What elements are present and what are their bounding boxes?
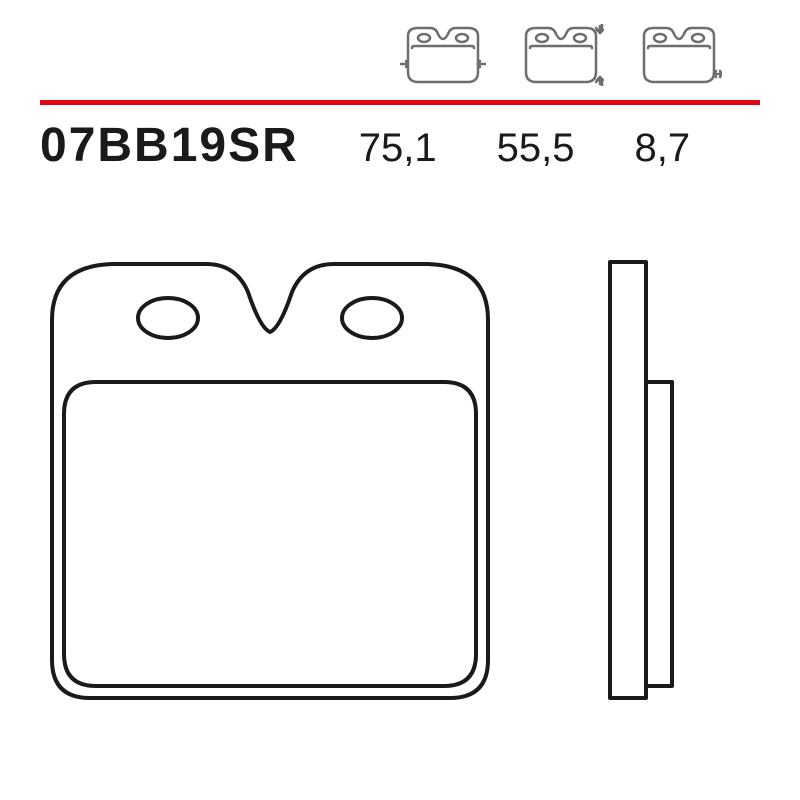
pad-thickness-icon xyxy=(636,24,722,86)
dimension-width: 75,1 xyxy=(359,126,437,171)
technical-drawings xyxy=(40,220,760,760)
divider-line xyxy=(40,100,760,105)
dimension-icons-row xyxy=(400,24,722,86)
dimension-height: 55,5 xyxy=(497,126,575,171)
diagram-canvas: 07BB19SR 75,1 55,5 8,7 xyxy=(0,0,800,800)
pad-width-icon xyxy=(400,24,486,86)
dimension-thickness: 8,7 xyxy=(635,126,691,171)
labels-row: 07BB19SR 75,1 55,5 8,7 xyxy=(40,118,760,173)
part-number: 07BB19SR xyxy=(40,118,299,173)
pad-height-icon xyxy=(518,24,604,86)
side-view xyxy=(610,262,672,698)
front-view xyxy=(52,264,488,698)
